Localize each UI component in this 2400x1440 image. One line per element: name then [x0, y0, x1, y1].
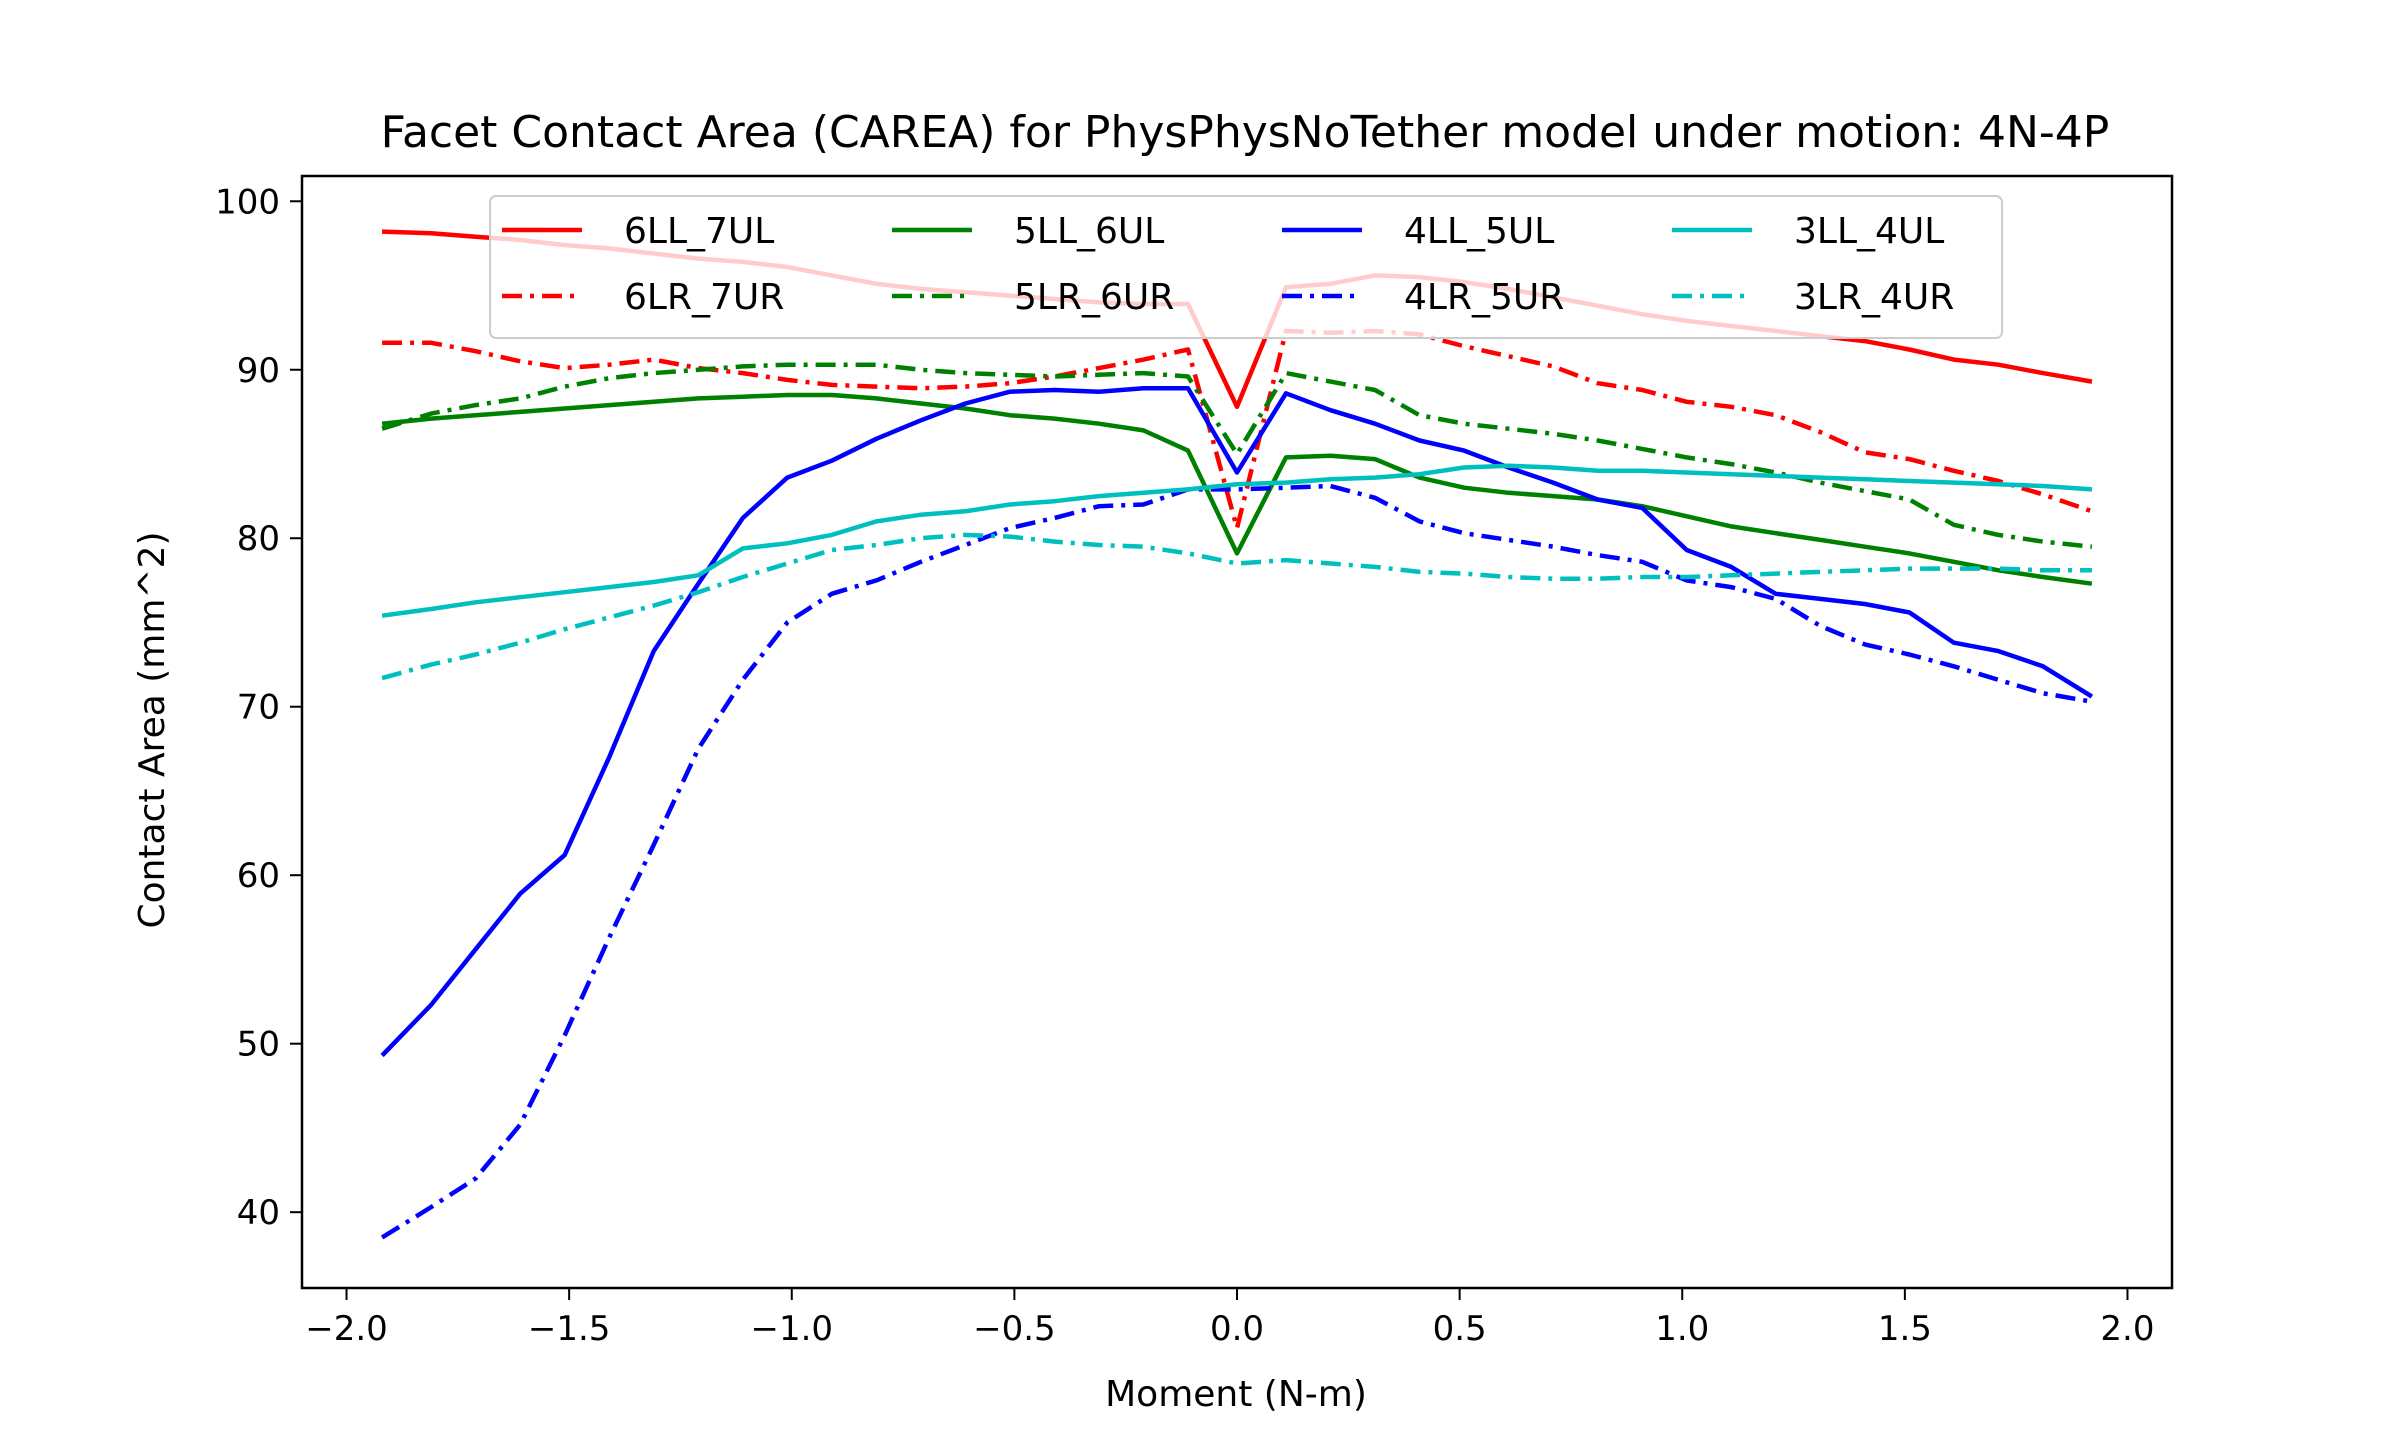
y-tick-label: 100: [215, 182, 280, 222]
y-tick-label: 40: [237, 1193, 280, 1233]
y-axis-ticks: 40 50 60 70 80 90 100: [215, 182, 302, 1233]
plot-frame: [300, 174, 2174, 1290]
series-line-4lr-5ur: [380, 483, 2093, 1240]
legend-label: 4LR_5UR: [1404, 277, 1564, 318]
series-line-3ll-4ul: [381, 463, 2093, 618]
legend-label: 5LL_6UL: [1014, 211, 1164, 252]
legend-label: 4LL_5UL: [1404, 211, 1554, 252]
series-line-4ll-5ul: [380, 386, 2094, 1058]
y-tick-label: 70: [237, 688, 280, 728]
legend-label: 5LR_6UR: [1014, 277, 1174, 318]
y-tick-label: 50: [237, 1025, 280, 1065]
x-tick-label: 1.5: [1878, 1309, 1932, 1349]
x-tick-label: 1.0: [1655, 1309, 1709, 1349]
legend-label: 3LL_4UL: [1794, 211, 1944, 252]
x-tick-label: −1.0: [750, 1309, 833, 1349]
legend-label: 3LR_4UR: [1794, 277, 1954, 318]
x-tick-label: −1.5: [528, 1309, 611, 1349]
series-line-3lr-4ur: [381, 532, 2092, 681]
legend-label: 6LR_7UR: [624, 277, 784, 318]
x-tick-label: −0.5: [973, 1309, 1056, 1349]
x-axis-label: Moment (N-m): [1105, 1374, 1367, 1415]
legend: 6LL_7UL 6LR_7UR 5LL_6UL 5LR_6UR 4LL_5UL 4LR_5…: [489, 195, 2003, 339]
y-tick-label: 80: [237, 519, 280, 559]
chart-title: Facet Contact Area (CAREA) for PhysPhysN…: [381, 107, 2110, 158]
legend-box: [489, 195, 2003, 339]
y-axis-label: Contact Area (mm^2): [132, 531, 173, 928]
x-tick-label: 0.0: [1210, 1309, 1264, 1349]
x-axis-ticks: −2.0 −1.5 −1.0 −0.5 0.0 0.5 1.0 1.5 2.0: [305, 1288, 2155, 1349]
series-line-5ll-6ul: [381, 392, 2093, 586]
y-tick-label: 90: [237, 351, 280, 391]
legend-label: 6LL_7UL: [624, 211, 774, 252]
x-tick-label: 0.5: [1433, 1309, 1487, 1349]
y-tick-label: 60: [237, 856, 280, 896]
x-tick-label: 2.0: [2100, 1309, 2154, 1349]
x-tick-label: −2.0: [305, 1309, 388, 1349]
series-line-6lr-7ur: [382, 328, 2093, 531]
